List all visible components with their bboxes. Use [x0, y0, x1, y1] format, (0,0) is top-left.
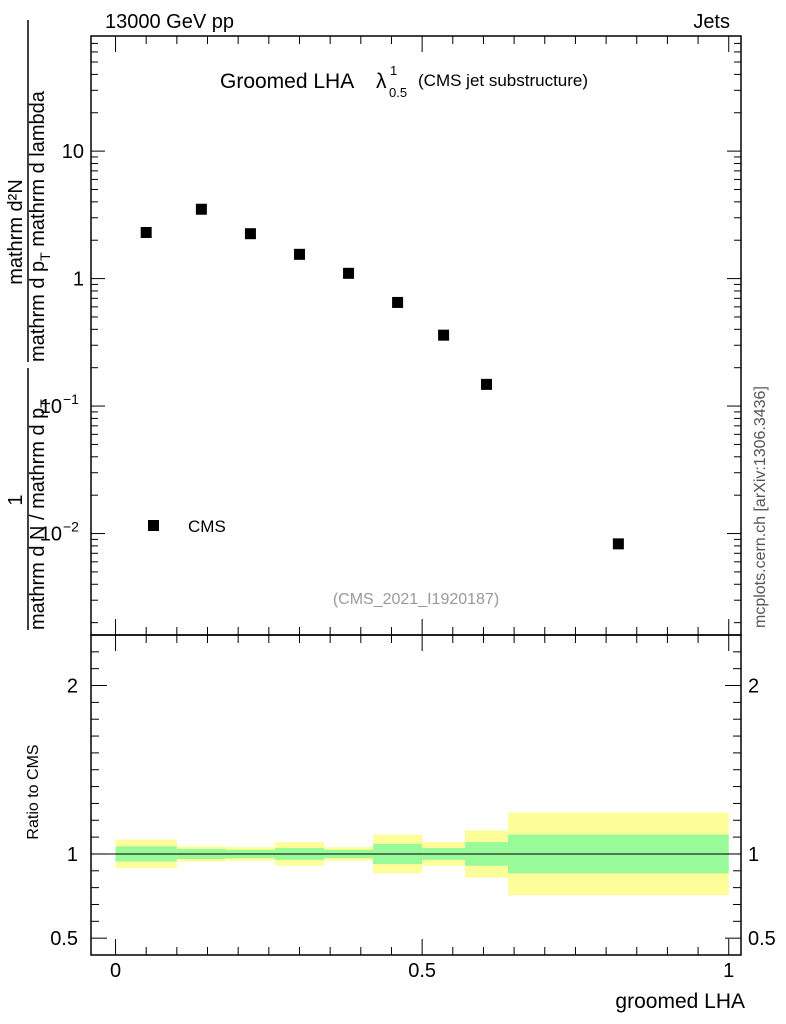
- main-plot-frame: [90, 35, 742, 636]
- title-text: Groomed LHA: [220, 70, 354, 93]
- legend-marker: [148, 520, 159, 531]
- main-y-tick-label: 1: [73, 269, 84, 291]
- watermark: mcplots.cern.ch [arXiv:1306.3436]: [752, 386, 769, 628]
- ratio-y-tick-label: 2: [67, 676, 78, 698]
- data-points: [140, 203, 624, 550]
- ylabel-prefactor-den: mathrm d N / mathrm d pT: [27, 399, 53, 630]
- ratio-y-axis-label: Ratio to CMS: [25, 744, 42, 839]
- data-point: [195, 203, 207, 215]
- ratio-x-axis: 0 0.5 1: [110, 635, 734, 982]
- process-label: Jets: [693, 11, 730, 33]
- title-lambda: λ: [376, 70, 387, 93]
- ratio-y-tick-label-right: 0.5: [748, 928, 776, 950]
- legend: CMS: [148, 517, 226, 536]
- data-point: [343, 267, 355, 279]
- data-point: [438, 329, 450, 341]
- ratio-y-tick-label-right: 1: [748, 844, 759, 866]
- analysis-label: (CMS_2021_I1920187): [333, 591, 499, 608]
- main-y-tick-exponent: −1: [63, 391, 79, 407]
- title-suffix: (CMS jet substructure): [418, 71, 588, 90]
- legend-label: CMS: [188, 517, 226, 536]
- data-point: [140, 226, 152, 238]
- ratio-x-tick-label: 1: [723, 960, 734, 982]
- data-point: [244, 228, 256, 240]
- data-point: [392, 296, 404, 308]
- title-subscript: 0.5: [389, 85, 407, 100]
- ylabel-numerator: mathrm d²N: [5, 179, 27, 285]
- ratio-y-tick-label: 1: [67, 844, 78, 866]
- ratio-x-tick-label: 0.5: [408, 960, 436, 982]
- data-point: [293, 248, 305, 260]
- title-superscript: 1: [390, 63, 397, 78]
- data-point: [481, 378, 493, 390]
- ratio-plot-frame: [90, 634, 742, 956]
- ratio-y-axis: 2 2 1 1 0.5 0.5: [50, 651, 776, 950]
- main-x-axis: [115, 36, 730, 635]
- ylabel-denominator: mathrm d pT mathrm d lambda: [27, 90, 53, 362]
- main-y-tick-label: 10: [40, 396, 62, 418]
- main-y-tick-label: 10: [62, 141, 84, 163]
- data-point: [612, 538, 624, 550]
- chart-title: Groomed LHA λ 1 0.5 (CMS jet substructur…: [220, 63, 588, 100]
- x-axis-label: groomed LHA: [615, 990, 745, 1013]
- main-y-tick-label: 10: [40, 524, 62, 546]
- ylabel-prefactor-num: 1: [5, 494, 27, 505]
- main-y-tick-exponent: −2: [63, 519, 79, 535]
- ratio-y-tick-label: 0.5: [50, 928, 78, 950]
- energy-label: 13000 GeV pp: [105, 11, 234, 33]
- ratio-x-tick-label: 0: [110, 960, 121, 982]
- ratio-y-tick-label-right: 2: [748, 676, 759, 698]
- main-y-axis-label: 1 mathrm d N / mathrm d pT mathrm d²N ma…: [5, 20, 53, 630]
